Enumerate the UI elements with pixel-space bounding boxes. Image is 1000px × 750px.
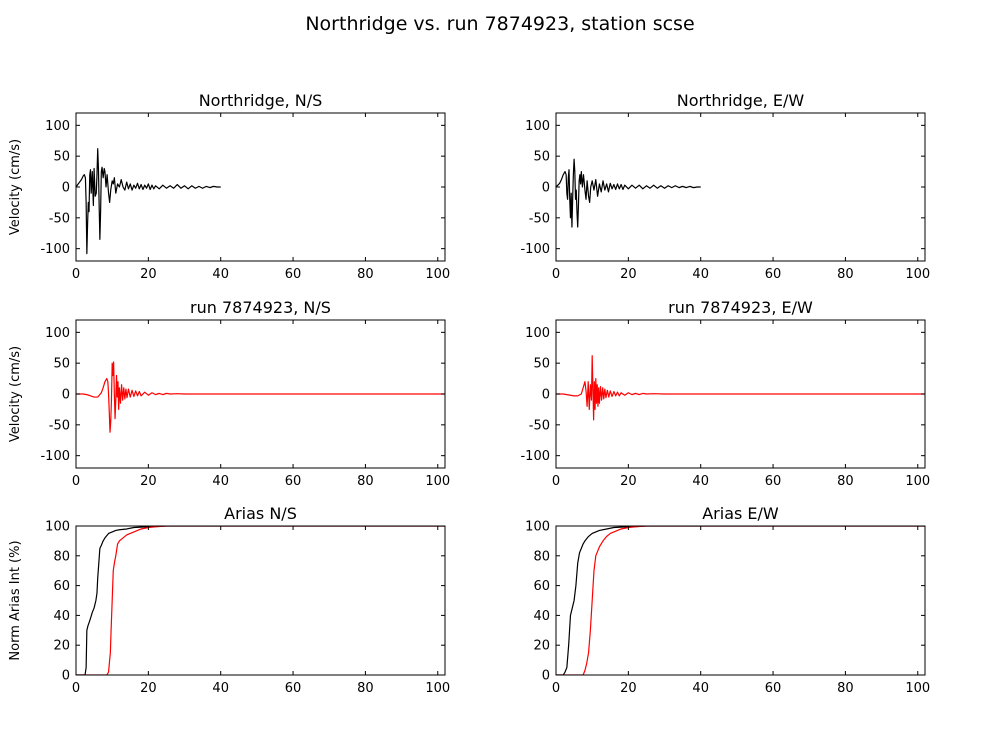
series-line-arias-ns-simulated	[76, 526, 445, 675]
x-tick-label: 0	[552, 474, 560, 489]
y-tick-label: 0	[542, 181, 550, 196]
y-tick-label: 80	[53, 549, 70, 564]
y-tick-label: -50	[49, 418, 70, 433]
panel-northridge-ns: 0 20 40 60 80 100 -100 -50 0 50 100 Northridge, N/S…	[8, 91, 450, 282]
series-line-arias-ns-observed	[76, 526, 445, 675]
x-tick-label: 80	[837, 681, 854, 696]
subplot-title-run-ew: run 7874923, E/W	[668, 298, 813, 317]
x-tick-label: 20	[140, 267, 157, 282]
y-tick-label: -100	[520, 242, 550, 257]
y-tick-label: 0	[62, 181, 70, 196]
y-tick-label: 0	[542, 669, 550, 684]
x-tick-label: 40	[212, 474, 229, 489]
y-axis-label-arias-ns: Norm Arias Int (%)	[8, 540, 23, 660]
x-tick-label: 0	[552, 681, 560, 696]
panel-arias-ew: 0 20 40 60 80 100 0 20 40 60 80 100 Arias E/W	[525, 504, 930, 696]
y-axis-label-northridge-ns: Velocity (cm/s)	[8, 139, 23, 235]
axes-frame-arias-ew	[555, 525, 926, 676]
x-tick-label: 100	[905, 474, 930, 489]
y-tick-label: -50	[49, 211, 70, 226]
series-line-northridge-ns-observed	[76, 148, 221, 255]
x-tick-label: 0	[72, 267, 80, 282]
x-tick-label: 60	[285, 474, 302, 489]
x-tick-label: 40	[212, 267, 229, 282]
y-tick-label: 60	[53, 579, 70, 594]
x-tick-label: 60	[765, 681, 782, 696]
y-tick-label: 40	[53, 609, 70, 624]
x-tick-label: 40	[692, 681, 709, 696]
y-tick-label: 0	[62, 388, 70, 403]
y-tick-label: 50	[533, 150, 550, 165]
figure-title: Northridge vs. run 7874923, station scse	[305, 13, 694, 35]
y-tick-label: 50	[533, 357, 550, 372]
y-tick-label: 0	[542, 388, 550, 403]
subplot-title-run-ns: run 7874923, N/S	[190, 298, 331, 317]
y-tick-label: -50	[529, 211, 550, 226]
y-tick-label: 100	[45, 119, 70, 134]
y-tick-label: 100	[525, 326, 550, 341]
y-tick-label: 60	[533, 579, 550, 594]
x-tick-label: 0	[72, 474, 80, 489]
y-tick-label: 80	[533, 549, 550, 564]
x-tick-label: 0	[552, 267, 560, 282]
panel-run-ew: 0 20 40 60 80 100 -100 -50 0 50 100 run 7874923, E/…	[520, 298, 930, 489]
y-tick-label: 100	[45, 520, 70, 535]
panel-arias-ns: 0 20 40 60 80 100 0 20 40 60 80 100 Arias N/S Norm Ar…	[8, 504, 450, 696]
x-tick-label: 40	[692, 474, 709, 489]
x-tick-label: 60	[765, 474, 782, 489]
x-tick-label: 80	[837, 267, 854, 282]
x-tick-label: 80	[357, 267, 374, 282]
y-tick-label: 40	[533, 609, 550, 624]
y-tick-label: 100	[525, 520, 550, 535]
x-tick-label: 40	[692, 267, 709, 282]
x-tick-label: 100	[425, 681, 450, 696]
series-line-arias-ew-observed	[556, 526, 925, 675]
series-line-run-ns-simulated	[76, 361, 445, 433]
y-tick-label: 50	[53, 150, 70, 165]
x-tick-label: 100	[905, 267, 930, 282]
series-line-arias-ew-simulated	[556, 526, 925, 675]
y-tick-label: -100	[520, 449, 550, 464]
y-tick-label: 0	[62, 669, 70, 684]
y-tick-label: -100	[40, 242, 70, 257]
y-tick-label: 100	[525, 119, 550, 134]
subplot-title-arias-ew: Arias E/W	[702, 504, 779, 523]
x-tick-label: 100	[425, 474, 450, 489]
x-tick-label: 20	[140, 474, 157, 489]
subplot-title-northridge-ns: Northridge, N/S	[199, 91, 323, 110]
x-tick-label: 60	[285, 681, 302, 696]
x-tick-label: 80	[357, 681, 374, 696]
y-tick-label: 20	[533, 639, 550, 654]
panel-run-ns: 0 20 40 60 80 100 -100 -50 0 50 100 run 7874923, N/…	[8, 298, 450, 489]
x-tick-label: 100	[425, 267, 450, 282]
y-tick-label: -50	[529, 418, 550, 433]
y-tick-label: 50	[53, 357, 70, 372]
y-axis-label-run-ns: Velocity (cm/s)	[8, 346, 23, 442]
x-tick-label: 60	[765, 267, 782, 282]
y-tick-label: -100	[40, 449, 70, 464]
series-line-northridge-ew-observed	[556, 158, 701, 228]
x-tick-label: 20	[620, 474, 637, 489]
panel-northridge-ew: 0 20 40 60 80 100 -100 -50 0 50 100 Northridge, E/W	[520, 91, 930, 282]
subplot-title-arias-ns: Arias N/S	[224, 504, 297, 523]
x-tick-label: 40	[212, 681, 229, 696]
series-line-run-ew-simulated	[556, 355, 925, 421]
x-tick-label: 20	[620, 267, 637, 282]
x-tick-label: 20	[620, 681, 637, 696]
x-tick-label: 80	[837, 474, 854, 489]
y-tick-label: 100	[45, 326, 70, 341]
x-tick-label: 80	[357, 474, 374, 489]
panels: 0 20 40 60 80 100 -100 -50 0 50 100 Northridge, N/S…	[8, 91, 930, 696]
y-tick-label: 20	[53, 639, 70, 654]
x-tick-label: 100	[905, 681, 930, 696]
axes-frame-arias-ns	[75, 525, 446, 676]
x-tick-label: 20	[140, 681, 157, 696]
x-tick-label: 0	[72, 681, 80, 696]
x-tick-label: 60	[285, 267, 302, 282]
subplot-title-northridge-ew: Northridge, E/W	[677, 91, 805, 110]
